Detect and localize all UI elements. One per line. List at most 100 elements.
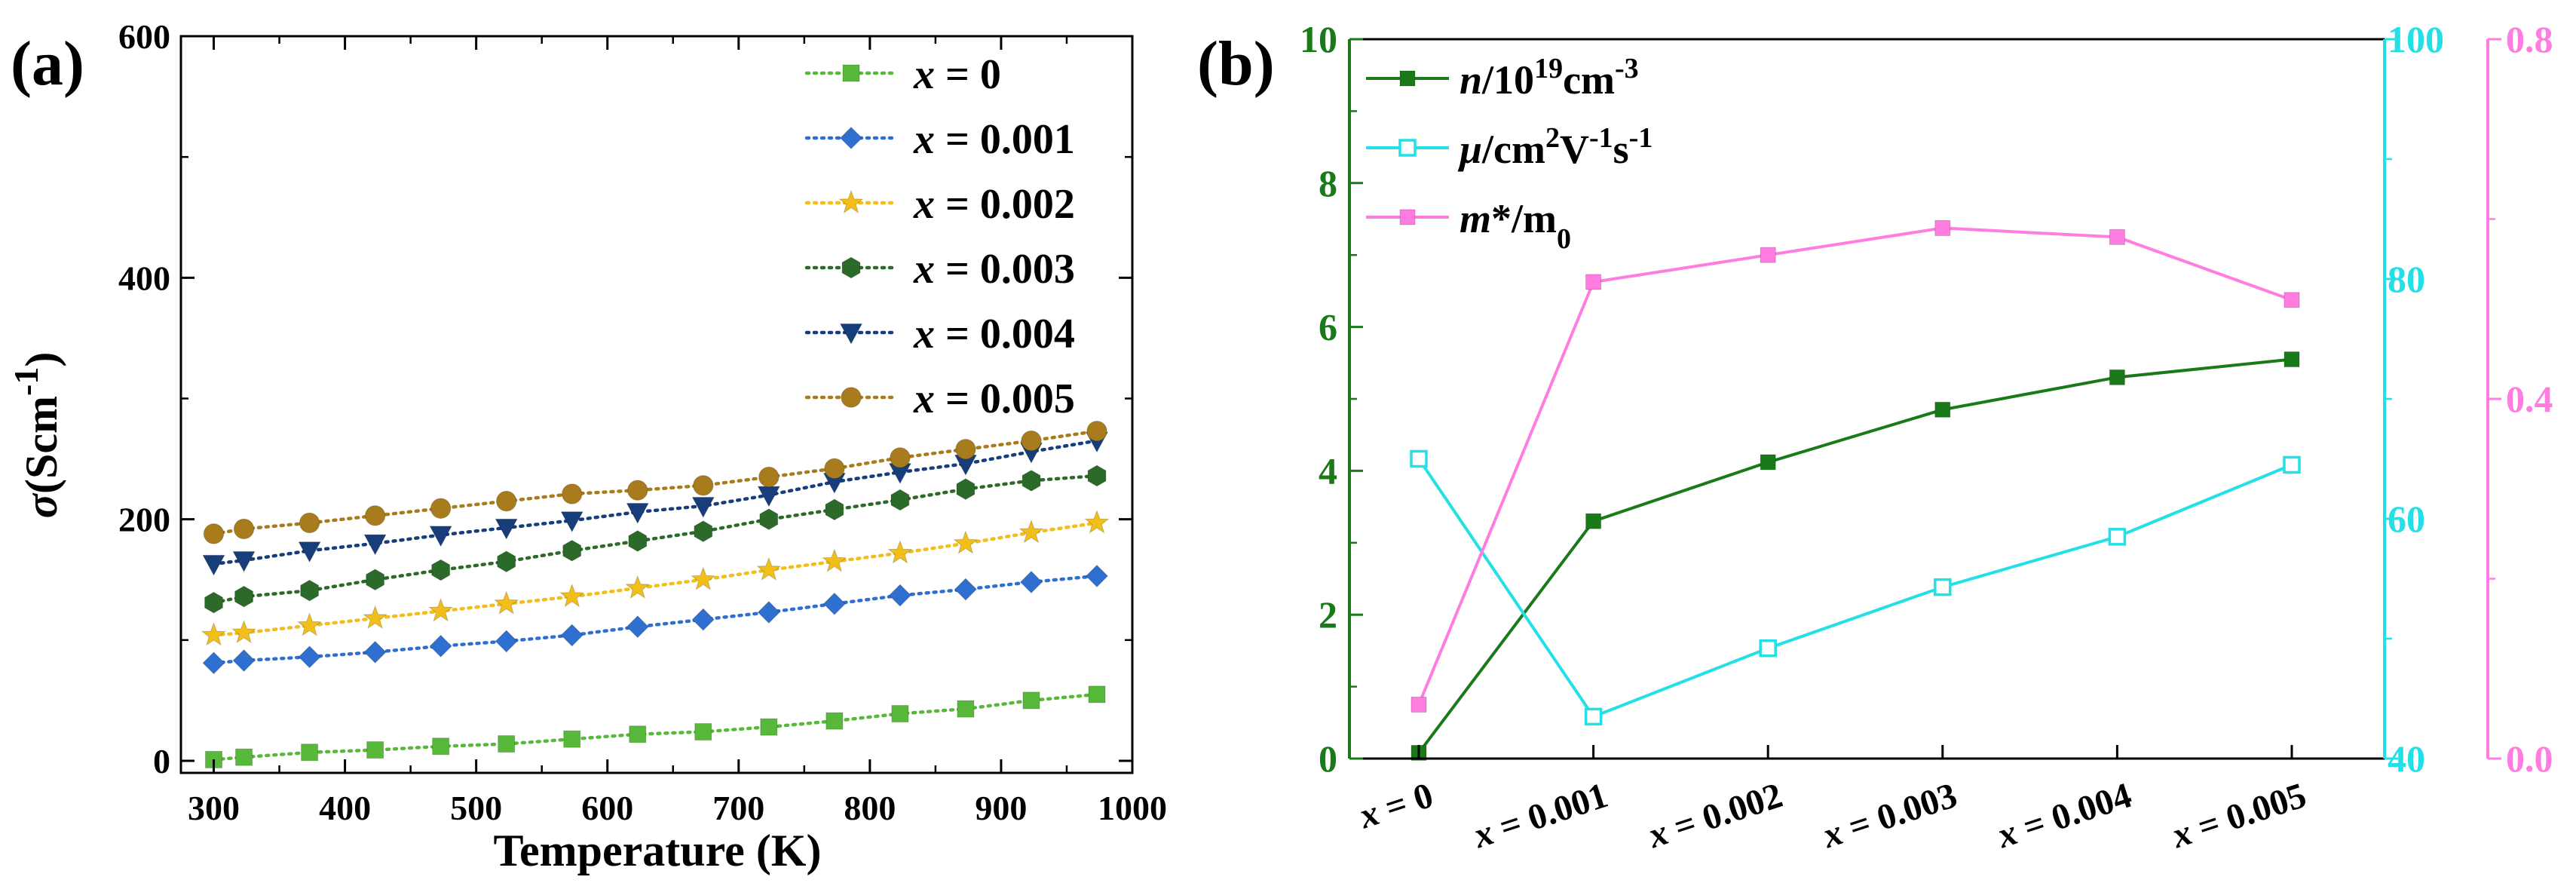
data-point [1021, 430, 1042, 452]
legend-value: = 0.001 [935, 116, 1075, 163]
data-point [364, 505, 386, 526]
legend-value: = 0.004 [935, 311, 1075, 357]
left-y-tick-label: 4 [1319, 449, 1337, 492]
legend-superscript: -3 [1615, 53, 1639, 84]
legend-marker [839, 323, 863, 345]
data-point [495, 518, 518, 540]
legend-var: x [913, 311, 935, 357]
legend-superscript: -1 [1629, 122, 1653, 154]
data-point [202, 651, 225, 675]
data-point [891, 705, 909, 723]
legend-var: x [913, 376, 935, 422]
data-point [202, 554, 225, 576]
data-point [1087, 464, 1107, 487]
legend-label: μ/cm2V-1s-1 [1457, 122, 1652, 172]
data-point [559, 583, 585, 608]
data-point [2283, 292, 2300, 308]
panel-b: (b) x = 0 x = 0.001 x = 0.002 x = 0.003 x = … [1197, 18, 2553, 856]
data-point [432, 737, 450, 756]
legend-part: s [1613, 127, 1629, 172]
series-line [1417, 357, 2293, 754]
series-x-0-003 [204, 464, 1107, 614]
y-tick-label: 400 [118, 259, 170, 297]
legend-marker [1399, 70, 1416, 87]
data-point [628, 530, 648, 552]
data-point [366, 741, 384, 759]
series-line [212, 429, 1099, 536]
x-category-label: x = 0.001 [1468, 775, 1613, 856]
legend-var: n [1460, 57, 1482, 103]
panel-a-y-axis-title: σ(Scm-1) [7, 352, 67, 519]
data-point [1086, 421, 1107, 442]
data-point [825, 712, 844, 730]
legend-value: = 0 [935, 51, 1001, 98]
panel-b-legend: n/1019cm-3μ/cm2V-1s-1m*/m0 [1366, 53, 1652, 255]
category-value: = 0.005 [2184, 775, 2311, 851]
data-point [560, 624, 584, 647]
data-point [366, 569, 384, 591]
data-point [625, 575, 651, 599]
data-point [431, 559, 451, 581]
legend-var: x [913, 246, 935, 293]
data-point [1934, 401, 1951, 418]
data-point [760, 718, 778, 736]
series-line [1417, 458, 2293, 719]
x-tick-label: 800 [844, 789, 896, 827]
legend-part: cm [1563, 57, 1615, 103]
legend-part: /10 [1481, 57, 1534, 103]
x-category-label: x = 0.004 [1992, 775, 2136, 856]
data-point [822, 592, 846, 615]
data-point [1584, 707, 1603, 726]
data-point [694, 723, 712, 741]
data-point [429, 634, 452, 658]
data-point [1410, 449, 1428, 468]
data-point [429, 526, 452, 547]
data-point [629, 725, 647, 743]
mu-y-tick-label: 40 [2388, 737, 2425, 780]
panel-b-label: (b) [1197, 29, 1275, 99]
mu-y-tick-label: 100 [2388, 18, 2444, 60]
data-point [887, 540, 913, 564]
data-point [822, 548, 847, 572]
series-μ [1410, 449, 2301, 726]
x-category-label: x = 0 [1354, 775, 1438, 836]
data-point [201, 622, 227, 646]
panel-a: (a) 300 400 500 600 700 800 900 10000200400600 … [7, 17, 1168, 875]
legend-superscript: 2 [1545, 122, 1560, 154]
data-point [757, 600, 780, 624]
legend-value: = 0.003 [935, 246, 1075, 293]
data-point [363, 605, 388, 630]
legend-label: x = 0.003 [913, 246, 1075, 293]
left-y-tick-label: 8 [1319, 162, 1337, 204]
x-category-label: x = 0.002 [1643, 775, 1787, 856]
legend-var: m [1460, 196, 1491, 241]
data-point [232, 551, 256, 573]
data-point [2109, 369, 2125, 385]
panel-a-label: (a) [11, 29, 84, 99]
data-point [235, 748, 253, 766]
legend-var: x [913, 181, 935, 228]
y-tick-label: 200 [118, 501, 170, 539]
data-point [691, 566, 716, 590]
category-value: = 0 [1371, 775, 1438, 831]
data-point [824, 458, 845, 480]
legend-var: μ [1457, 127, 1482, 172]
mu-y-tick-label: 80 [2388, 258, 2425, 300]
data-point [297, 612, 323, 636]
data-point [2109, 228, 2125, 245]
data-point [1411, 696, 1427, 713]
category-value: = 0.003 [1835, 775, 1962, 851]
x-tick-label: 600 [581, 789, 633, 827]
data-point [562, 483, 583, 504]
data-point [1760, 247, 1776, 263]
y-unit-close: ) [17, 352, 66, 367]
legend-label: n/1019cm-3 [1460, 53, 1639, 103]
data-point [363, 534, 387, 556]
data-point [301, 743, 319, 762]
data-point [298, 541, 321, 563]
y-unit: (Scm [17, 396, 66, 494]
mass-y-tick-label: 0.8 [2506, 18, 2553, 60]
sigma-symbol: σ [17, 492, 66, 518]
